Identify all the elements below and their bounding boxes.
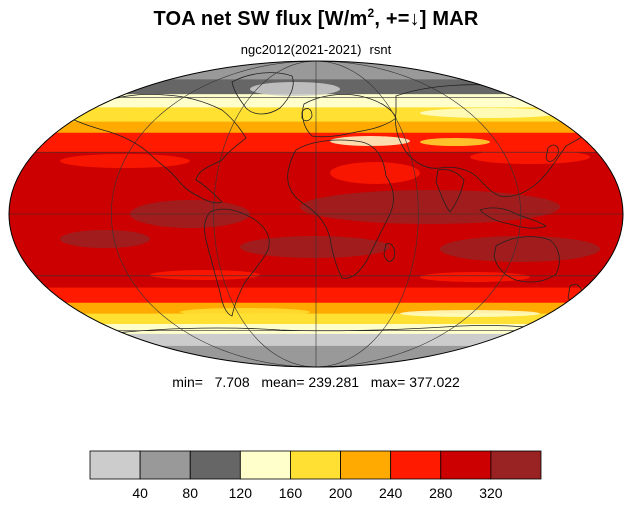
plot-title: TOA net SW flux [W/m2, +=↓] MAR: [0, 6, 632, 31]
graticule: [9, 61, 623, 367]
indonesia-outline: [479, 207, 547, 229]
mean-value: 239.281: [308, 374, 360, 390]
flux-region: [60, 154, 190, 168]
flux-region: [420, 108, 560, 118]
uk-outline: [301, 108, 313, 122]
flux-region: [150, 270, 260, 280]
title-superscript: 2: [367, 6, 375, 20]
australia-outline: [493, 236, 560, 283]
title-prefix: TOA net SW flux [W/m: [153, 8, 368, 30]
min-value: 7.708: [214, 374, 250, 390]
max-label: max=: [370, 374, 406, 390]
min-label: min=: [172, 374, 203, 390]
madagascar-outline: [383, 243, 395, 262]
flux-region: [240, 236, 390, 258]
plot-subtitle: ngc2012(2021-2021) rsnt: [0, 42, 632, 57]
flux-region: [60, 230, 150, 248]
north-america-outline: [69, 94, 247, 204]
flux-region: [470, 150, 590, 164]
mean-label: mean=: [261, 374, 305, 390]
south-america-outline: [204, 208, 270, 317]
map-border: [8, 60, 624, 368]
subtitle-case: ngc2012(2021-2021): [240, 42, 362, 57]
japan-outline: [545, 144, 559, 162]
meridian-line: [111, 61, 317, 367]
title-suffix: , +=↓] MAR: [374, 8, 479, 30]
flux-field-detail: [60, 82, 600, 317]
flux-region: [330, 162, 420, 184]
flux-region: [300, 190, 560, 224]
meridian-line: [213, 61, 317, 367]
greenland-outline: [231, 72, 294, 115]
flux-region: [330, 136, 410, 146]
field-statistics: min= 7.708 mean= 239.281 max= 377.022: [0, 374, 632, 390]
max-value: 377.022: [409, 374, 460, 390]
europe-outline: [302, 94, 397, 138]
flux-region: [180, 308, 310, 316]
subtitle-variable: rsnt: [369, 42, 392, 57]
flux-region: [420, 272, 530, 282]
flux-region: [250, 82, 340, 96]
flux-region: [420, 138, 490, 146]
meridian-line: [315, 61, 521, 367]
flux-region: [120, 110, 260, 120]
meridian-line: [315, 61, 419, 367]
flux-region: [400, 310, 540, 317]
africa-outline: [287, 139, 394, 279]
india-outline: [435, 169, 465, 213]
flux-region: [440, 236, 600, 262]
